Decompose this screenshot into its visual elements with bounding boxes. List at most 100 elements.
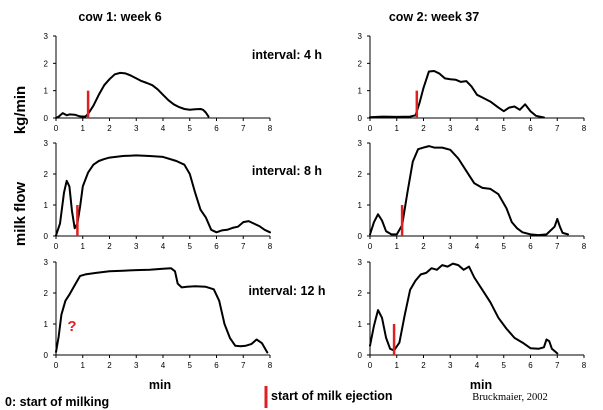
y-tick-label: 3 (358, 32, 363, 41)
y-tick-label: 0 (44, 232, 49, 241)
x-tick-label: 8 (582, 124, 587, 133)
x-tick-label: 2 (421, 124, 426, 133)
x-tick-label: 6 (214, 361, 219, 370)
y-tick-label: 0 (358, 232, 363, 241)
x-tick-label: 3 (448, 124, 453, 133)
x-tick-label: 5 (188, 124, 193, 133)
interval-label-4h: interval: 4 h (252, 48, 322, 62)
x-tick-label: 4 (161, 242, 166, 251)
x-tick-label: 3 (134, 242, 139, 251)
y-tick-label: 2 (358, 170, 363, 179)
y-tick-label: 1 (44, 320, 49, 329)
x-tick-label: 7 (555, 124, 560, 133)
x-tick-label: 1 (81, 124, 86, 133)
x-tick-label: 1 (81, 361, 86, 370)
milk-flow-line (55, 267, 269, 354)
x-tick-label: 6 (528, 124, 533, 133)
credit-text: Bruckmaier, 2002 (472, 392, 547, 403)
y-tick-label: 3 (358, 258, 363, 267)
milk-flow-line (55, 71, 210, 119)
y-tick-label: 3 (44, 139, 49, 148)
y-tick-label: 3 (44, 32, 49, 41)
panel-6: 0 1 2 3 0 1 2 3 4 5 6 7 8 (358, 258, 587, 370)
y-tick-label: 2 (44, 170, 49, 179)
x-tick-label: 5 (188, 361, 193, 370)
x-tick-label: 8 (582, 361, 587, 370)
milk-flow-line (369, 262, 559, 355)
x-tick-label: 0 (368, 124, 373, 133)
y-tick-label: 3 (44, 258, 49, 267)
y-tick-label: 0 (358, 114, 363, 123)
x-tick-label: 2 (107, 124, 112, 133)
x-tick-label: 6 (528, 242, 533, 251)
x-tick-label: 2 (421, 361, 426, 370)
milk-flow-line (55, 154, 271, 237)
x-tick-label: 0 (368, 361, 373, 370)
milk-flow-line (369, 70, 545, 119)
x-tick-label: 4 (161, 361, 166, 370)
x-tick-label: 0 (54, 124, 59, 133)
x-tick-label: 6 (214, 242, 219, 251)
panel-4: 0 1 2 3 0 1 2 3 4 5 6 7 8 (358, 32, 587, 133)
y-tick-label: 2 (358, 289, 363, 298)
x-tick-label: 6 (528, 361, 533, 370)
x-axis-label-cow-1: min (149, 378, 171, 392)
x-tick-label: 8 (268, 361, 273, 370)
x-tick-label: 3 (134, 124, 139, 133)
x-tick-label: 3 (448, 242, 453, 251)
x-tick-label: 4 (475, 124, 480, 133)
legend-start-of-milking: 0: start of milking (5, 395, 109, 409)
interval-label-8h: interval: 8 h (252, 164, 322, 178)
x-tick-label: 7 (241, 361, 246, 370)
y-axis-label-unit: kg/min (12, 86, 29, 134)
y-tick-label: 0 (44, 351, 49, 360)
x-tick-label: 1 (395, 124, 400, 133)
x-tick-label: 7 (555, 242, 560, 251)
x-tick-label: 8 (268, 242, 273, 251)
x-tick-label: 4 (475, 242, 480, 251)
x-axis-label-cow-2: min (470, 378, 492, 392)
x-tick-label: 6 (214, 124, 219, 133)
milk-flow-line (369, 145, 569, 237)
y-tick-label: 1 (358, 320, 363, 329)
x-tick-label: 4 (161, 124, 166, 133)
y-tick-label: 1 (358, 87, 363, 96)
x-tick-label: 1 (81, 242, 86, 251)
x-tick-label: 5 (502, 124, 507, 133)
x-tick-label: 8 (268, 124, 273, 133)
x-tick-label: 7 (555, 361, 560, 370)
x-tick-label: 5 (502, 361, 507, 370)
x-tick-label: 5 (502, 242, 507, 251)
x-tick-label: 4 (475, 361, 480, 370)
x-tick-label: 1 (395, 361, 400, 370)
x-tick-label: 0 (54, 361, 59, 370)
column-title-cow-1: cow 1: week 6 (78, 10, 161, 24)
panel-1: 0 1 2 3 0 1 2 3 4 5 6 7 8 (44, 32, 273, 133)
x-tick-label: 5 (188, 242, 193, 251)
y-tick-label: 2 (44, 59, 49, 68)
panel-5: 0 1 2 3 0 1 2 3 4 5 6 7 8 (358, 139, 587, 251)
x-tick-label: 7 (241, 242, 246, 251)
y-tick-label: 3 (358, 139, 363, 148)
x-tick-label: 3 (448, 361, 453, 370)
x-tick-label: 2 (107, 242, 112, 251)
panel-3: 0 1 2 3 0 1 2 3 4 5 6 7 8 (44, 258, 273, 370)
y-tick-label: 2 (358, 59, 363, 68)
question-mark: ? (67, 318, 76, 335)
legend-start-of-milk-ejection: start of milk ejection (271, 389, 393, 403)
column-title-cow-2: cow 2: week 37 (389, 10, 479, 24)
x-tick-label: 0 (368, 242, 373, 251)
y-axis-label-milk-flow: milk flow (12, 182, 29, 247)
y-tick-label: 1 (44, 201, 49, 210)
x-tick-label: 0 (54, 242, 59, 251)
y-tick-label: 1 (44, 87, 49, 96)
interval-label-12h: interval: 12 h (248, 284, 325, 298)
x-tick-label: 2 (107, 361, 112, 370)
y-tick-label: 0 (44, 114, 49, 123)
y-tick-label: 0 (358, 351, 363, 360)
x-tick-label: 2 (421, 242, 426, 251)
y-tick-label: 2 (44, 289, 49, 298)
panel-2: 0 1 2 3 0 1 2 3 4 5 6 7 8 (44, 139, 273, 251)
